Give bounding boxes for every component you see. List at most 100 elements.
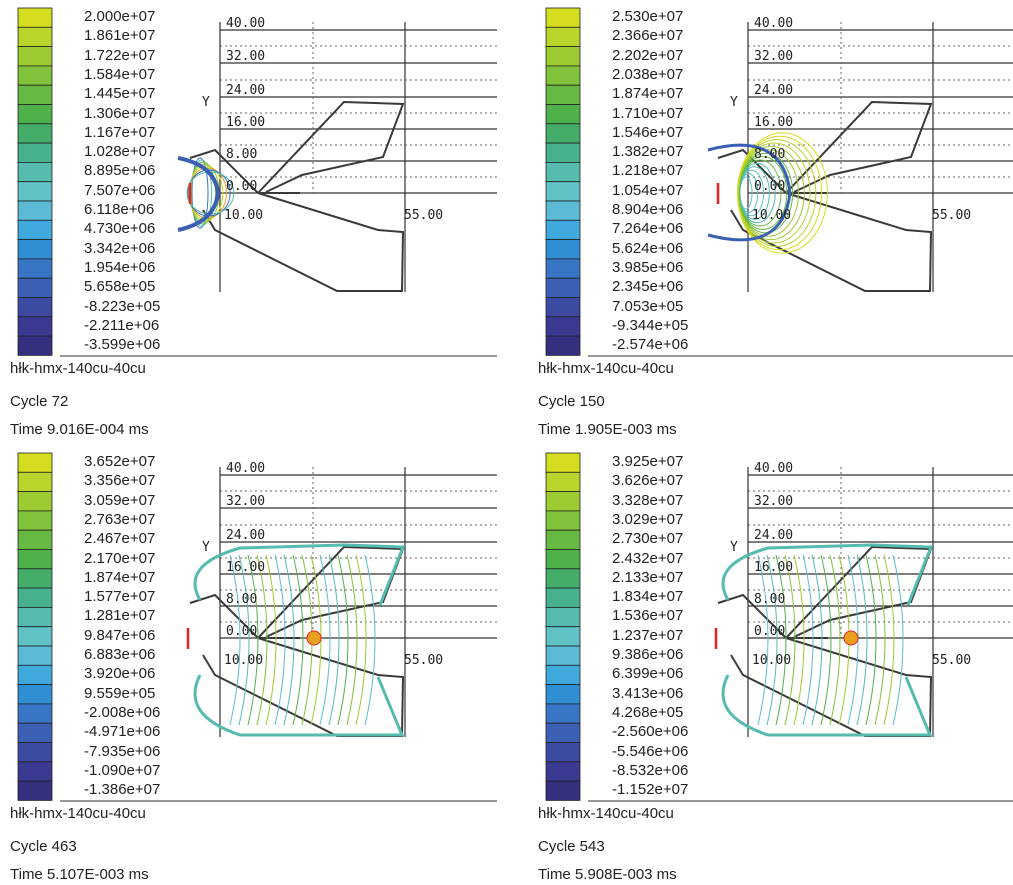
colorbar-label: 9.847e+06: [84, 626, 156, 644]
x-tick-label: 55.00: [404, 653, 444, 668]
colorbar-segment: [545, 529, 581, 550]
y-axis-label: Y: [202, 540, 210, 555]
colorbar-segment: [17, 161, 53, 183]
colorbar-segment: [17, 780, 53, 801]
colorbar-segment: [545, 626, 581, 647]
y-tick-label: 40.00: [754, 16, 794, 31]
colorbar-label: 3.029e+07: [612, 510, 684, 528]
colorbar-segment: [17, 316, 53, 337]
colorbar-label: 1.874e+07: [612, 85, 684, 103]
colorbar-segment: [17, 587, 53, 608]
colorbar-segment: [545, 277, 581, 298]
colorbar-label: 3.059e+07: [84, 491, 156, 509]
colorbar-segment: [17, 568, 53, 589]
y-tick-label: 24.00: [226, 83, 266, 98]
run-title: hłk-hmx-140cu-40cu: [538, 360, 674, 377]
colorbar-label: 2.345e+06: [612, 278, 684, 296]
y-tick-label: 24.00: [754, 83, 794, 98]
colorbar-segment: [545, 258, 581, 279]
time-label: Time 5.908E-003 ms: [538, 866, 677, 883]
colorbar-segment: [545, 200, 581, 221]
y-tick-label: 40.00: [226, 16, 266, 31]
colorbar-label: -2.008e+06: [84, 703, 161, 721]
colorbar-segment: [545, 123, 581, 144]
colorbar-segment: [545, 335, 581, 356]
colorbar-label: 8.904e+06: [612, 201, 684, 218]
colorbar-label: 2.763e+07: [84, 510, 156, 528]
y-tick-label: 8.00: [226, 147, 258, 162]
colorbar-label: 2.038e+07: [612, 65, 684, 83]
colorbar-label: 9.559e+05: [84, 684, 156, 702]
colorbar-label: 2.170e+07: [84, 549, 156, 567]
colorbar-segment: [17, 258, 53, 279]
y-tick-label: 24.00: [754, 528, 794, 543]
cycle-label: Cycle 463: [10, 838, 77, 855]
colorbar-segment: [17, 219, 53, 241]
run-title: hłk-hmx-140cu-40cu: [538, 805, 674, 822]
colorbar-segment: [17, 277, 53, 298]
colorbar-label: 5.624e+06: [612, 239, 684, 257]
colorbar-segment: [17, 104, 53, 125]
colorbar-label: 2.730e+07: [612, 530, 684, 548]
colorbar-label: 1.536e+07: [612, 607, 684, 625]
colorbar-label: -1.386e+07: [84, 781, 161, 799]
colorbar-segment: [17, 200, 53, 221]
colorbar-label: -2.560e+06: [612, 723, 689, 741]
liner-outline: [189, 100, 405, 292]
x-tick-label: 10.00: [224, 653, 264, 668]
colorbar-label: 1.861e+07: [84, 27, 156, 45]
plot-canvas: [545, 7, 1013, 357]
colorbar-segment: [545, 181, 581, 202]
colorbar-segment: [545, 26, 581, 47]
colorbar-segment: [17, 626, 53, 647]
colorbar-segment: [17, 491, 53, 512]
colorbar-label: 1.722e+07: [84, 46, 156, 64]
colorbar-label: -5.546e+06: [612, 742, 689, 760]
colorbar-segment: [545, 587, 581, 608]
x-tick-label: 55.00: [932, 208, 972, 223]
colorbar-segment: [17, 181, 53, 202]
y-axis-label: Y: [202, 95, 210, 110]
y-tick-label: 16.00: [226, 560, 266, 575]
colorbar-segment: [545, 510, 581, 531]
colorbar-label: 2.133e+07: [612, 568, 684, 586]
colorbar-label: 6.399e+06: [612, 665, 684, 683]
colorbar-label: 3.328e+07: [612, 491, 684, 509]
colorbar-segment: [17, 606, 53, 628]
colorbar-label: 7.053e+05: [612, 297, 684, 315]
colorbar-segment: [17, 703, 53, 724]
colorbar-label: 1.834e+07: [612, 588, 684, 606]
colorbar-segment: [545, 491, 581, 512]
colorbar-label: 4.268e+05: [612, 703, 684, 721]
y-tick-label: 8.00: [754, 147, 786, 162]
colorbar-label: 1.584e+07: [84, 65, 156, 83]
colorbar-label: -1.152e+07: [612, 781, 689, 799]
y-tick-label: 8.00: [226, 592, 258, 607]
x-tick-label: 10.00: [752, 653, 792, 668]
colorbar-label: 2.202e+07: [612, 46, 684, 64]
colorbar-label: 1.546e+07: [612, 123, 684, 141]
colorbar-label: 1.281e+07: [84, 607, 156, 625]
colorbar-segment: [545, 780, 581, 801]
colorbar-label: 1.954e+06: [84, 258, 156, 276]
y-tick-label: 8.00: [754, 592, 786, 607]
colorbar-label: 3.626e+07: [612, 472, 684, 490]
y-tick-label: 0.00: [226, 179, 258, 194]
colorbar-segment: [545, 684, 581, 705]
colorbar-segment: [545, 471, 581, 492]
colorbar-label: 1.054e+07: [612, 181, 684, 199]
colorbar-segment: [545, 239, 581, 260]
colorbar-segment: [17, 684, 53, 705]
colorbar-label: 9.386e+06: [612, 646, 684, 663]
colorbar-label: 1.306e+07: [84, 104, 156, 122]
cycle-label: Cycle 72: [10, 393, 69, 410]
colorbar-label: -4.971e+06: [84, 723, 161, 741]
colorbar-label: 1.382e+07: [612, 143, 684, 161]
colorbar-label: 3.652e+07: [84, 453, 156, 470]
colorbar-segment: [17, 645, 53, 666]
y-tick-label: 40.00: [754, 461, 794, 476]
plot-panel: 3.925e+07 3.626e+07 3.328e+07 3.029e+07 2.73…: [528, 445, 1013, 885]
y-tick-label: 16.00: [754, 115, 794, 130]
y-tick-label: 24.00: [226, 528, 266, 543]
colorbar-segment: [545, 722, 581, 743]
